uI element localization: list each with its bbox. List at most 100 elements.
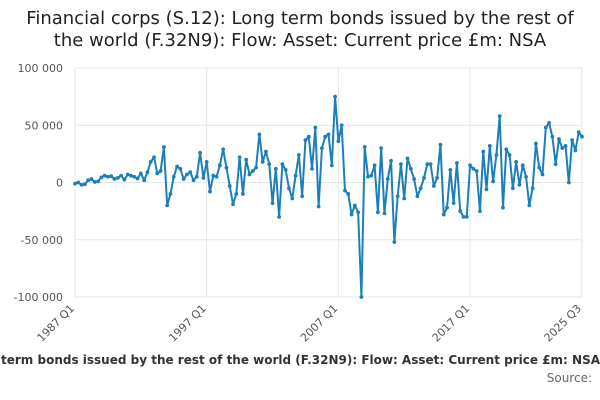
data-point[interactable] [540,172,545,177]
data-point[interactable] [277,214,282,219]
data-point[interactable] [122,177,127,182]
data-point[interactable] [428,162,433,167]
data-point[interactable] [76,180,81,185]
data-point[interactable] [260,159,265,164]
data-point[interactable] [504,147,509,152]
data-point[interactable] [576,130,581,135]
data-point[interactable] [129,173,133,178]
data-point[interactable] [211,173,216,178]
data-point[interactable] [534,141,538,146]
data-point[interactable] [343,188,347,193]
data-point[interactable] [415,194,420,199]
data-point[interactable] [86,178,91,183]
data-point[interactable] [573,148,578,153]
data-point[interactable] [306,134,311,139]
data-point[interactable] [362,145,367,149]
data-point[interactable] [458,209,463,214]
data-point[interactable] [254,165,258,170]
data-point[interactable] [484,187,489,192]
data-point[interactable] [313,125,318,130]
data-point[interactable] [221,147,226,152]
data-point[interactable] [359,295,364,299]
data-point[interactable] [563,143,568,148]
data-point[interactable] [82,182,87,187]
data-point[interactable] [372,163,377,168]
data-point[interactable] [73,181,77,186]
data-point[interactable] [333,94,337,99]
data-point[interactable] [474,169,479,173]
data-point[interactable] [92,180,97,184]
data-point[interactable] [152,155,156,160]
data-point[interactable] [481,149,486,154]
data-point[interactable] [408,166,413,171]
data-point[interactable] [580,134,584,139]
data-point[interactable] [145,170,150,175]
data-point[interactable] [487,143,492,148]
data-point[interactable] [570,138,575,143]
data-point[interactable] [171,174,176,179]
data-point[interactable] [106,174,110,179]
data-point[interactable] [168,192,173,196]
data-point[interactable] [448,168,453,172]
data-point[interactable] [198,150,203,155]
data-point[interactable] [231,202,235,207]
data-point[interactable] [96,179,100,184]
data-point[interactable] [250,169,255,173]
data-point[interactable] [425,162,430,167]
data-point[interactable] [431,184,436,188]
data-point[interactable] [468,163,472,168]
data-point[interactable] [346,192,351,196]
data-point[interactable] [148,159,153,164]
data-point[interactable] [155,171,160,176]
data-point[interactable] [303,138,308,143]
data-point[interactable] [369,173,374,178]
data-point[interactable] [316,204,321,209]
data-point[interactable] [326,132,331,137]
data-point[interactable] [550,134,555,139]
data-point[interactable] [287,186,291,191]
data-point[interactable] [158,169,163,173]
data-point[interactable] [461,214,466,219]
data-point[interactable] [310,166,314,171]
data-point[interactable] [290,196,295,201]
data-point[interactable] [181,177,186,181]
data-point[interactable] [441,212,446,217]
data-point[interactable] [283,168,288,172]
data-point[interactable] [293,173,298,178]
data-point[interactable] [329,163,334,168]
data-point[interactable] [553,162,558,167]
data-point[interactable] [237,155,242,160]
data-point[interactable] [418,186,423,191]
data-point[interactable] [389,158,393,163]
data-point[interactable] [280,162,285,167]
data-point[interactable] [191,178,196,183]
data-point[interactable] [119,173,123,178]
data-point[interactable] [514,159,519,164]
data-point[interactable] [494,153,499,157]
data-point[interactable] [300,194,305,199]
data-point[interactable] [161,145,166,149]
data-point[interactable] [543,125,548,130]
data-point[interactable] [491,179,496,184]
data-point[interactable] [175,164,179,169]
data-point[interactable] [267,162,272,167]
data-point[interactable] [379,146,384,151]
data-point[interactable] [530,186,535,191]
data-point[interactable] [375,210,380,215]
data-point[interactable] [566,180,571,185]
data-point[interactable] [138,171,143,176]
data-point[interactable] [102,173,107,178]
data-point[interactable] [547,121,551,125]
data-point[interactable] [445,205,449,210]
data-point[interactable] [557,137,561,141]
data-point[interactable] [478,209,482,214]
data-point[interactable] [438,142,443,147]
data-point[interactable] [273,166,278,171]
data-point[interactable] [234,192,239,196]
data-point[interactable] [339,123,344,128]
data-point[interactable] [135,176,140,181]
data-point[interactable] [392,240,397,244]
data-point[interactable] [188,170,193,175]
data-point[interactable] [336,139,341,144]
data-point[interactable] [435,176,440,180]
